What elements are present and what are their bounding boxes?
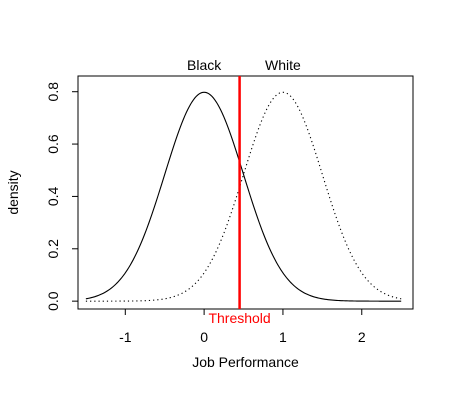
x-tick-label: -1 [119,329,132,345]
series-label-white: White [265,57,301,73]
y-axis-title: density [5,170,21,214]
series-line-black [85,91,402,302]
x-axis-title: Job Performance [192,354,299,370]
y-tick-label: 0.8 [45,82,61,102]
x-tick-label: 1 [279,329,287,345]
x-tick-label: 2 [358,329,366,345]
series-label-black: Black [187,57,222,73]
x-tick-label: 0 [200,329,208,345]
y-tick-label: 0.6 [45,134,61,154]
series-line-white [85,91,402,302]
y-tick-label: 0.4 [45,186,61,206]
y-axis: 0.0 0.2 0.4 0.6 0.8 [45,82,78,311]
threshold-label: Threshold [208,310,270,326]
plot-frame [77,75,414,310]
x-axis: -1 0 1 2 [119,309,366,345]
y-tick-label: 0.2 [45,239,61,259]
y-tick-label: 0.0 [45,291,61,311]
